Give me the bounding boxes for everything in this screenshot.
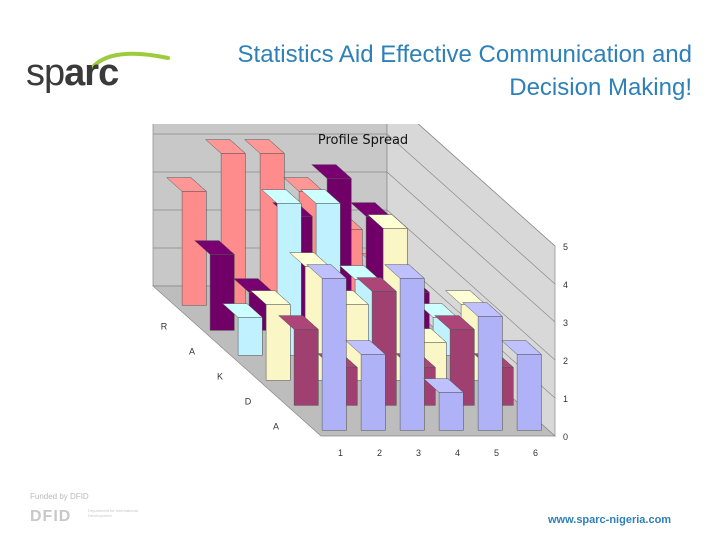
bar-front-face xyxy=(237,317,263,356)
bar xyxy=(423,378,464,431)
footer-url: www.sparc-nigeria.com xyxy=(548,514,672,526)
chart-title: Profile Spread xyxy=(318,133,408,148)
chart-svg: 0 1 2 3 4 5 1 2 3 4 5 6 A D K A R Profile Spread xyxy=(145,95,600,468)
headline-line-2: Decision Making! xyxy=(509,74,692,101)
funded-by-text: Funded by DFID xyxy=(30,492,89,501)
chart-gridline xyxy=(153,133,556,285)
bar-front-face xyxy=(477,316,503,431)
logo-text-sp: sp xyxy=(26,52,65,94)
series-label: A xyxy=(273,422,279,432)
series-label: D xyxy=(245,397,252,407)
bar-front-face xyxy=(181,191,207,306)
y-tick-label: 3 xyxy=(563,318,568,328)
bar xyxy=(345,340,386,431)
dfid-text: DFID xyxy=(30,508,72,525)
bar-front-face xyxy=(209,254,235,331)
bar-front-face xyxy=(321,278,347,431)
x-tick-label: 2 xyxy=(377,448,382,458)
x-tick-label: 3 xyxy=(416,448,421,458)
bar xyxy=(306,264,347,431)
series-label: K xyxy=(217,372,223,382)
series-label: R xyxy=(161,322,168,332)
profile-spread-chart: 0 1 2 3 4 5 1 2 3 4 5 6 A D K A R Profile Spread xyxy=(145,95,600,468)
bar xyxy=(278,315,319,406)
bar-front-face xyxy=(265,304,291,381)
y-tick-label: 0 xyxy=(563,432,568,442)
y-tick-label: 5 xyxy=(563,242,568,252)
bar xyxy=(462,302,503,431)
bar-front-face xyxy=(438,392,464,431)
x-tick-label: 1 xyxy=(338,448,343,458)
logo-text: sparc xyxy=(26,52,119,95)
y-tick-label: 2 xyxy=(563,356,568,366)
bar-front-face xyxy=(399,278,425,431)
bar xyxy=(222,303,263,356)
logo-text-arc: arc xyxy=(64,52,119,94)
bar-front-face xyxy=(360,354,386,431)
y-tick-label: 4 xyxy=(563,280,568,290)
x-tick-label: 4 xyxy=(455,448,460,458)
dfid-logo: Funded by DFID DFID Department for Inter… xyxy=(24,492,174,532)
bar xyxy=(384,264,425,431)
bar-front-face xyxy=(293,329,319,406)
logo-swoosh-icon xyxy=(90,51,170,70)
slide-headline: Statistics Aid Effective Communication a… xyxy=(132,38,692,104)
headline-line-1: Statistics Aid Effective Communication a… xyxy=(237,41,692,68)
x-tick-label: 5 xyxy=(494,448,499,458)
bar-front-face xyxy=(516,354,542,431)
bar xyxy=(194,240,235,331)
bar xyxy=(501,340,542,431)
series-label: A xyxy=(189,347,195,357)
x-tick-label: 6 xyxy=(533,448,538,458)
dfid-subtitle: Department for International Development xyxy=(88,508,138,518)
sparc-logo: sparc xyxy=(26,44,170,98)
bar xyxy=(250,290,291,381)
y-tick-label: 1 xyxy=(563,394,568,404)
